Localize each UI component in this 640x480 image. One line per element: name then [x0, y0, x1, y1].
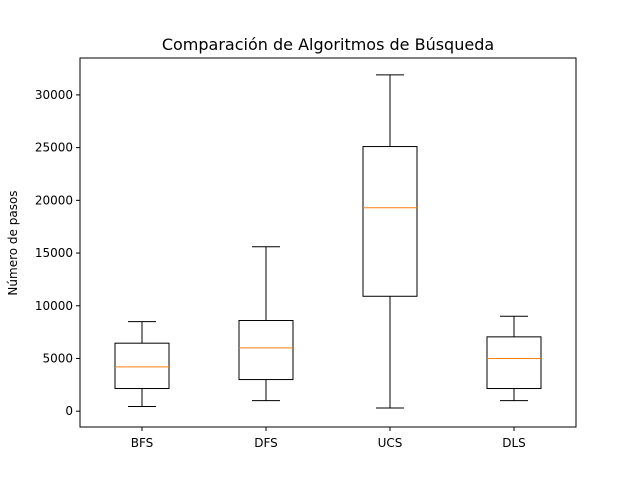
y-axis-ticks: 0 5000 10000 15000 20000 25000 30000	[35, 88, 80, 418]
interquartile-box	[238, 320, 294, 381]
y-tick-label: 0	[65, 404, 73, 418]
chart-title: Comparación de Algoritmos de Búsqueda	[162, 35, 494, 54]
y-axis-label: Número de pasos	[6, 190, 20, 295]
y-tick-label: 30000	[35, 88, 73, 102]
interquartile-box	[486, 336, 542, 390]
x-axis-ticks: BFS DFS UCS DLS	[131, 427, 526, 450]
y-tick-label: 20000	[35, 193, 73, 207]
box-series	[114, 74, 542, 409]
interquartile-box	[362, 146, 418, 297]
box-ucs	[362, 74, 418, 409]
y-tick-label: 5000	[42, 351, 73, 365]
y-tick-label: 25000	[35, 141, 73, 155]
y-tick-label: 15000	[35, 246, 73, 260]
box-dfs	[238, 246, 294, 402]
x-tick-label: UCS	[378, 436, 403, 450]
plot-area-frame	[79, 57, 577, 428]
y-tick-label: 10000	[35, 299, 73, 313]
box-dls	[486, 315, 542, 402]
interquartile-box	[114, 342, 170, 390]
x-tick-label: DFS	[254, 436, 278, 450]
box-bfs	[114, 321, 170, 407]
x-tick-label: DLS	[502, 436, 526, 450]
x-tick-label: BFS	[131, 436, 154, 450]
